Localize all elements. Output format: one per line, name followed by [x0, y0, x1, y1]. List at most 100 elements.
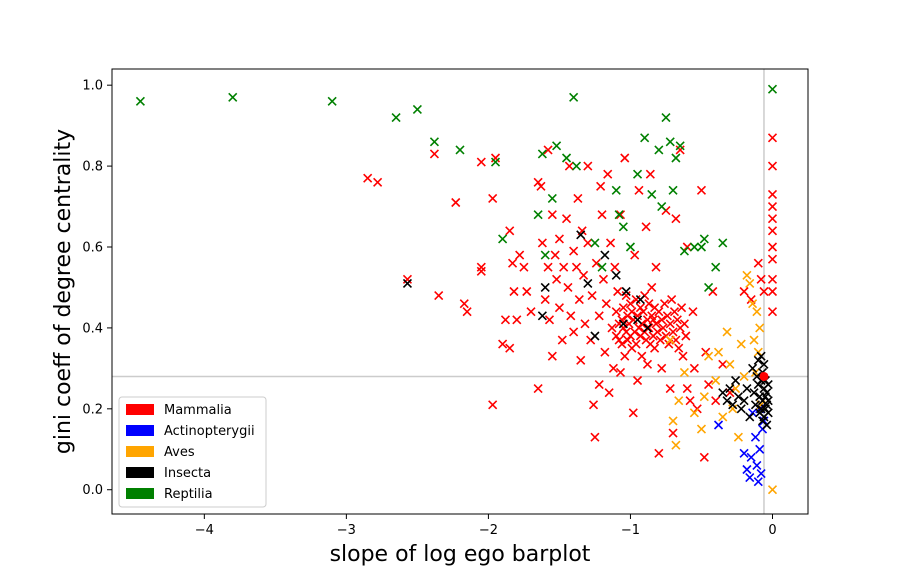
data-point: [672, 315, 682, 325]
data-point: [638, 307, 648, 317]
data-point: [583, 161, 593, 171]
data-point: [674, 343, 684, 353]
data-point: [615, 210, 626, 220]
data-point: [718, 388, 728, 398]
data-point: [642, 323, 653, 333]
data-point: [750, 432, 761, 442]
data-point: [746, 452, 756, 462]
data-point: [682, 242, 692, 252]
y-tick-label: 0.0: [82, 483, 103, 498]
data-point: [668, 185, 678, 195]
data-point: [733, 432, 743, 442]
data-point: [668, 416, 678, 426]
data-point: [554, 234, 564, 244]
y-tick-label: 0.4: [82, 321, 103, 336]
data-point: [509, 286, 519, 297]
x-tick-label: −2: [479, 523, 498, 538]
data-point: [451, 197, 461, 208]
legend-label: Mammalia: [164, 403, 232, 418]
data-point: [739, 286, 749, 297]
x-axis-title: slope of log ego barplot: [330, 542, 591, 567]
data-point: [554, 303, 564, 313]
data-point: [611, 270, 621, 280]
data-point: [505, 226, 515, 236]
data-point: [657, 363, 667, 373]
data-point: [476, 262, 486, 272]
data-point: [605, 238, 616, 248]
data-point: [756, 274, 766, 284]
data-point: [675, 145, 685, 155]
data-point: [748, 408, 758, 418]
data-point: [507, 258, 518, 268]
data-point: [587, 290, 597, 301]
data-point: [742, 270, 752, 280]
data-point: [569, 246, 579, 256]
series-reptilia: [135, 84, 778, 293]
data-point: [654, 307, 664, 317]
data-point: [632, 315, 643, 325]
x-tick-label: −4: [195, 523, 214, 538]
data-point: [752, 460, 762, 471]
data-point: [594, 379, 604, 390]
highlight-marker: [759, 371, 769, 381]
data-point: [745, 473, 755, 483]
data-point: [648, 315, 658, 325]
data-point: [533, 177, 543, 187]
y-axis-title: gini coeff of degree centrality: [51, 129, 76, 454]
data-point: [745, 412, 755, 422]
data-point: [692, 404, 702, 414]
data-point: [543, 262, 553, 272]
data-point: [677, 303, 687, 313]
data-point: [536, 181, 546, 191]
data-point: [767, 84, 778, 94]
data-point: [459, 299, 469, 309]
data-point: [704, 379, 714, 390]
data-point: [631, 339, 641, 349]
data-point: [689, 363, 699, 373]
data-point: [736, 339, 746, 349]
data-point: [662, 311, 672, 321]
data-point: [752, 307, 762, 317]
data-point: [654, 448, 664, 458]
data-point: [725, 384, 735, 394]
data-point: [655, 335, 665, 345]
data-point: [675, 141, 685, 151]
data-point: [755, 444, 765, 454]
data-point: [596, 181, 606, 191]
data-point: [704, 351, 714, 361]
data-point: [611, 307, 621, 317]
data-point: [561, 214, 572, 224]
data-point: [563, 282, 573, 293]
data-point: [476, 157, 486, 167]
data-point: [650, 343, 660, 353]
data-point: [540, 295, 550, 305]
data-point: [665, 335, 675, 345]
data-point: [665, 137, 675, 147]
y-tick-label: 0.8: [82, 160, 103, 175]
data-point: [745, 278, 755, 288]
data-point: [668, 327, 678, 337]
data-point: [725, 359, 735, 369]
data-point: [402, 274, 413, 284]
data-point: [652, 327, 663, 337]
data-point: [561, 153, 572, 163]
data-point: [763, 379, 773, 390]
data-point: [748, 299, 758, 309]
data-point: [552, 141, 562, 151]
data-point: [657, 201, 667, 212]
data-point: [753, 379, 763, 390]
data-point: [429, 137, 439, 147]
data-point: [767, 286, 778, 297]
data-point: [597, 210, 607, 220]
data-point: [559, 262, 569, 272]
data-point: [696, 242, 707, 252]
legend: Mammalia Actinopterygii Aves Insecta Reptili…: [118, 396, 267, 508]
data-point: [591, 258, 601, 268]
data-point: [576, 355, 586, 365]
data-point: [476, 266, 486, 276]
data-point: [391, 112, 401, 123]
data-point: [618, 319, 628, 329]
data-point: [522, 286, 532, 297]
data-point: [749, 388, 759, 398]
data-point: [674, 396, 684, 406]
